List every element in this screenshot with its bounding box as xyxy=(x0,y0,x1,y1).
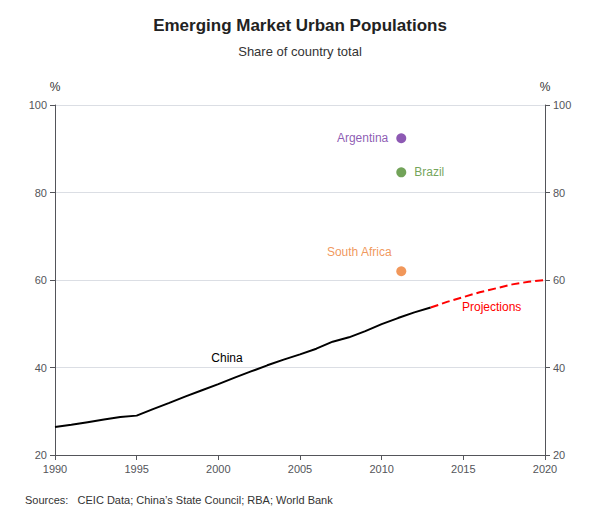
svg-text:2000: 2000 xyxy=(206,463,230,475)
svg-text:%: % xyxy=(540,80,551,94)
svg-text:China: China xyxy=(211,351,243,365)
svg-text:%: % xyxy=(50,80,61,94)
svg-text:80: 80 xyxy=(35,187,47,199)
svg-text:40: 40 xyxy=(35,362,47,374)
svg-text:Share of country total: Share of country total xyxy=(238,44,362,59)
svg-text:2020: 2020 xyxy=(533,463,557,475)
svg-text:2010: 2010 xyxy=(369,463,393,475)
svg-text:South Africa: South Africa xyxy=(327,245,392,259)
svg-text:80: 80 xyxy=(553,187,565,199)
svg-text:1990: 1990 xyxy=(43,463,67,475)
svg-text:Argentina: Argentina xyxy=(337,131,389,145)
svg-text:100: 100 xyxy=(553,99,571,111)
svg-text:Brazil: Brazil xyxy=(414,165,444,179)
svg-text:Sources: CEIC Data; China’s: Sources: CEIC Data; China’s State Counci… xyxy=(25,494,333,506)
svg-text:1995: 1995 xyxy=(124,463,148,475)
svg-text:Emerging Market Urban Populati: Emerging Market Urban Populations xyxy=(153,16,447,35)
svg-text:2005: 2005 xyxy=(288,463,312,475)
svg-text:20: 20 xyxy=(35,449,47,461)
svg-text:60: 60 xyxy=(35,274,47,286)
svg-text:100: 100 xyxy=(29,99,47,111)
svg-text:2015: 2015 xyxy=(451,463,475,475)
svg-text:60: 60 xyxy=(553,274,565,286)
svg-text:Projections: Projections xyxy=(462,300,521,314)
svg-text:20: 20 xyxy=(553,449,565,461)
svg-text:40: 40 xyxy=(553,362,565,374)
